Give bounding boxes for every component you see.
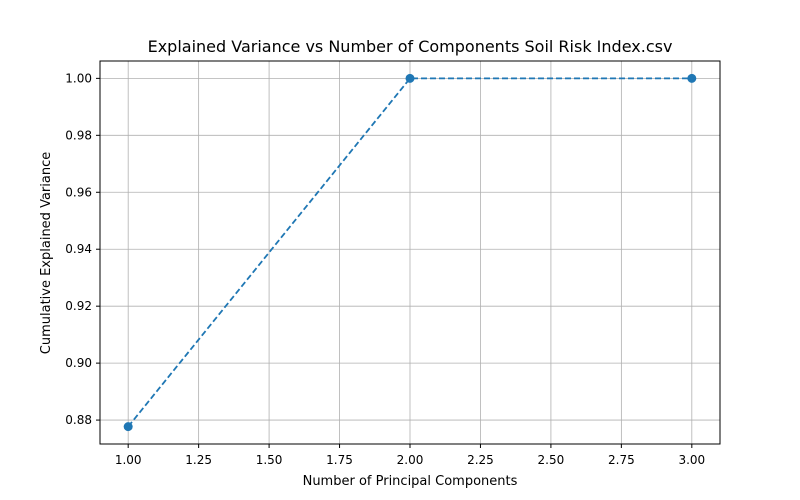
y-tick-label: 1.00 <box>65 71 92 85</box>
x-axis-label: Number of Principal Components <box>303 474 518 489</box>
x-tick-label: 2.50 <box>538 453 565 467</box>
x-tick-label: 2.25 <box>467 453 494 467</box>
y-axis-label: Cumulative Explained Variance <box>39 152 54 354</box>
x-tick-label: 1.25 <box>185 453 212 467</box>
data-point <box>687 73 697 83</box>
x-tick-label: 3.00 <box>678 453 705 467</box>
plot-frame <box>99 60 721 445</box>
y-tick-label: 0.90 <box>65 356 92 370</box>
x-axis-ticks: 1.00 1.25 1.50 1.75 2.00 2.25 2.50 2.75 3.00 <box>115 444 705 467</box>
x-tick-label: 2.75 <box>608 453 635 467</box>
y-tick-label: 0.94 <box>65 242 92 256</box>
y-axis-ticks: 0.88 0.90 0.92 0.94 0.96 0.98 1.00 <box>65 71 100 427</box>
x-tick-label: 1.00 <box>115 453 142 467</box>
series-line <box>127 77 692 428</box>
series-group <box>123 73 697 432</box>
x-tick-label: 1.50 <box>256 453 283 467</box>
y-tick-label: 0.92 <box>65 299 92 313</box>
x-tick-label: 2.00 <box>397 453 424 467</box>
y-tick-label: 0.98 <box>65 128 92 142</box>
x-tick-label: 1.75 <box>326 453 353 467</box>
chart-title: Explained Variance vs Number of Componen… <box>148 37 673 56</box>
y-tick-label: 0.96 <box>65 185 92 199</box>
data-point <box>123 422 133 432</box>
grid <box>100 61 720 444</box>
data-point <box>405 73 415 83</box>
y-tick-label: 0.88 <box>65 413 92 427</box>
